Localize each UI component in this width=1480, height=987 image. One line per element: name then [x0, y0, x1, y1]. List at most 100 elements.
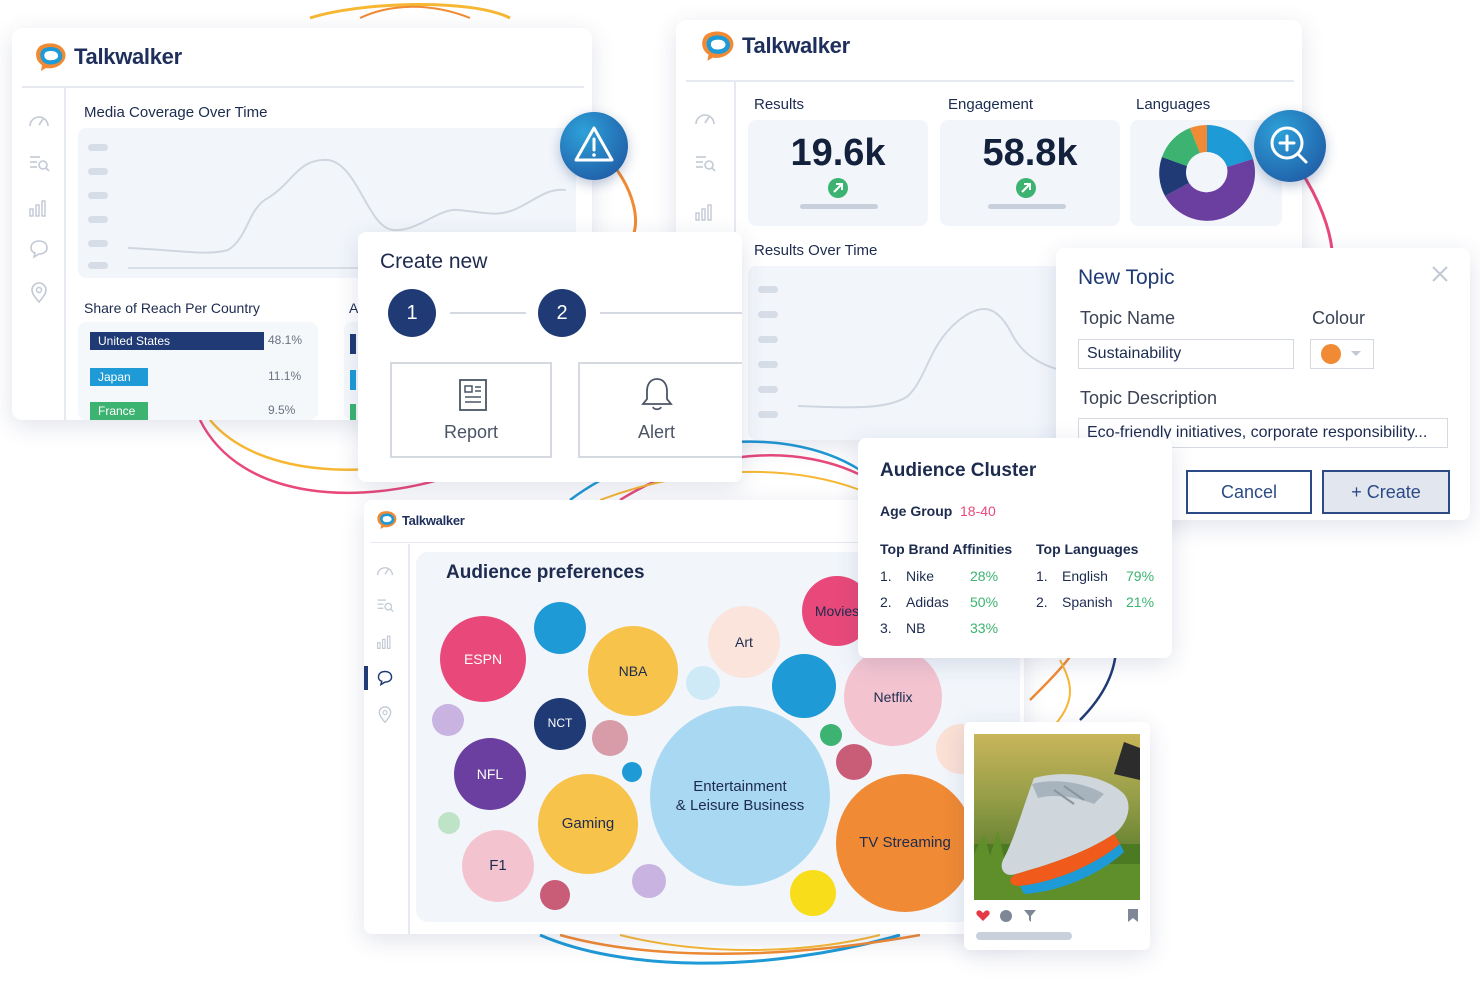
language-pct: 79%: [1126, 568, 1155, 584]
engagement-kpi[interactable]: 58.8k: [940, 120, 1120, 226]
bubble-art[interactable]: Art: [708, 606, 780, 678]
bubble-blue-small[interactable]: [534, 602, 586, 654]
analytics-icon[interactable]: [28, 196, 50, 218]
reach-row[interactable]: Japan 11.1%: [90, 368, 306, 386]
bubble-nba[interactable]: NBA: [588, 626, 678, 716]
bubble-entertainment-line2: & Leisure Business: [675, 797, 805, 814]
brand-name: NB: [906, 620, 926, 636]
colour-select[interactable]: [1310, 339, 1374, 369]
step-1[interactable]: 1: [388, 289, 436, 337]
axis-tick: [758, 361, 778, 368]
topic-name-input[interactable]: Sustainability: [1078, 339, 1294, 369]
dashboard-icon[interactable]: [28, 110, 50, 132]
bubble-mint[interactable]: [438, 812, 460, 834]
bubble-maroon-small[interactable]: [540, 880, 570, 910]
bubble-maroon[interactable]: [836, 744, 872, 780]
reach-country-label: France: [98, 404, 136, 418]
create-button[interactable]: + Create: [1322, 470, 1450, 514]
brand-name: Nike: [906, 568, 935, 584]
age-group-label: Age Group: [880, 503, 953, 519]
alert-label: Alert: [638, 422, 676, 442]
close-icon[interactable]: [1430, 264, 1450, 284]
bubble-tv-streaming[interactable]: TV Streaming: [836, 774, 974, 912]
create-new-card: Create new 1 2 Report Alert: [358, 232, 742, 482]
sneaker-photo: [974, 734, 1140, 900]
axis-tick: [758, 411, 778, 418]
sidebar-divider: [64, 88, 66, 420]
bubble-blue-mid[interactable]: [772, 654, 836, 718]
reach-bar: France: [90, 402, 148, 420]
search-list-icon[interactable]: [694, 152, 716, 174]
talkwalker-logo-icon: [377, 511, 397, 530]
dashboard-icon[interactable]: [694, 108, 716, 130]
heart-icon[interactable]: [976, 910, 990, 922]
bubble-pale-blue[interactable]: [686, 666, 720, 700]
search-list-icon[interactable]: [376, 596, 394, 614]
social-post-card[interactable]: [964, 722, 1150, 950]
reach-row[interactable]: United States 48.1%: [90, 332, 306, 350]
audience-cluster-title: Audience Cluster: [880, 460, 1037, 481]
brand-rank: 1.: [880, 568, 892, 584]
axis-tick: [88, 240, 108, 247]
report-option[interactable]: Report: [390, 362, 552, 458]
bubble-nct[interactable]: NCT: [534, 698, 586, 750]
brand-pct: 33%: [970, 620, 999, 636]
languages-donut: [1159, 124, 1256, 221]
reach-country-label: Japan: [98, 370, 131, 384]
bubble-nfl[interactable]: NFL: [454, 738, 526, 810]
chat-icon[interactable]: [376, 669, 394, 687]
comment-icon[interactable]: [1000, 910, 1012, 922]
reach-row[interactable]: France 9.5%: [90, 402, 306, 420]
reach-bar: Japan: [90, 368, 148, 386]
second-panel-bar: [350, 334, 356, 354]
engagement-value: 58.8k: [982, 132, 1078, 174]
cancel-button[interactable]: Cancel: [1186, 470, 1312, 514]
step-2[interactable]: 2: [538, 289, 586, 337]
reach-country-label: United States: [98, 334, 171, 348]
language-name: English: [1062, 568, 1108, 584]
bubble-f1[interactable]: F1: [462, 830, 534, 902]
bubble-entertainment[interactable]: Entertainment & Leisure Business: [650, 706, 830, 886]
bubble-yellow-small[interactable]: [790, 870, 836, 916]
zoom-badge: [1254, 110, 1326, 182]
alert-option[interactable]: Alert: [578, 362, 742, 458]
audience-preferences-title: Audience preferences: [446, 562, 645, 583]
brand-pct: 50%: [970, 594, 999, 610]
axis-tick: [88, 216, 108, 223]
bubble-green-tiny[interactable]: [820, 724, 842, 746]
bookmark-icon[interactable]: [1128, 909, 1138, 922]
bubble-rose[interactable]: [592, 720, 628, 756]
colour-swatch: [1321, 344, 1341, 364]
reach-percent: 9.5%: [268, 403, 296, 417]
bubble-lilac[interactable]: [632, 864, 666, 898]
bubble-gaming[interactable]: Gaming: [538, 774, 638, 874]
talkwalker-logo: Talkwalker: [700, 30, 850, 62]
second-chart-title-cut: A: [349, 300, 359, 316]
brand-name: Adidas: [906, 594, 949, 610]
bubble-netflix[interactable]: Netflix: [844, 648, 942, 746]
results-label: Results: [754, 96, 805, 113]
bubble-lavender[interactable]: [432, 704, 464, 736]
search-list-icon[interactable]: [28, 152, 50, 174]
dashboard-icon[interactable]: [376, 562, 394, 580]
header-divider: [22, 86, 584, 88]
bubble-blue-tiny[interactable]: [622, 762, 642, 782]
analytics-icon[interactable]: [376, 632, 394, 650]
results-kpi[interactable]: 19.6k: [748, 120, 928, 226]
warning-icon: [574, 126, 614, 162]
alert-badge: [560, 112, 628, 180]
chat-icon[interactable]: [28, 238, 50, 260]
top-brand-affinities-title: Top Brand Affinities: [880, 541, 1013, 557]
location-icon[interactable]: [376, 706, 394, 724]
filter-icon[interactable]: [1024, 910, 1036, 922]
trend-up-icon: [1016, 178, 1036, 198]
location-icon[interactable]: [28, 282, 50, 304]
kpi-underline: [988, 204, 1066, 209]
post-caption-placeholder: [976, 932, 1072, 940]
reach-bar: United States: [90, 332, 264, 350]
kpi-underline: [800, 204, 878, 209]
analytics-icon[interactable]: [694, 200, 716, 222]
step-connector: [450, 312, 526, 314]
axis-tick: [758, 336, 778, 343]
bubble-espn[interactable]: ESPN: [440, 616, 526, 702]
